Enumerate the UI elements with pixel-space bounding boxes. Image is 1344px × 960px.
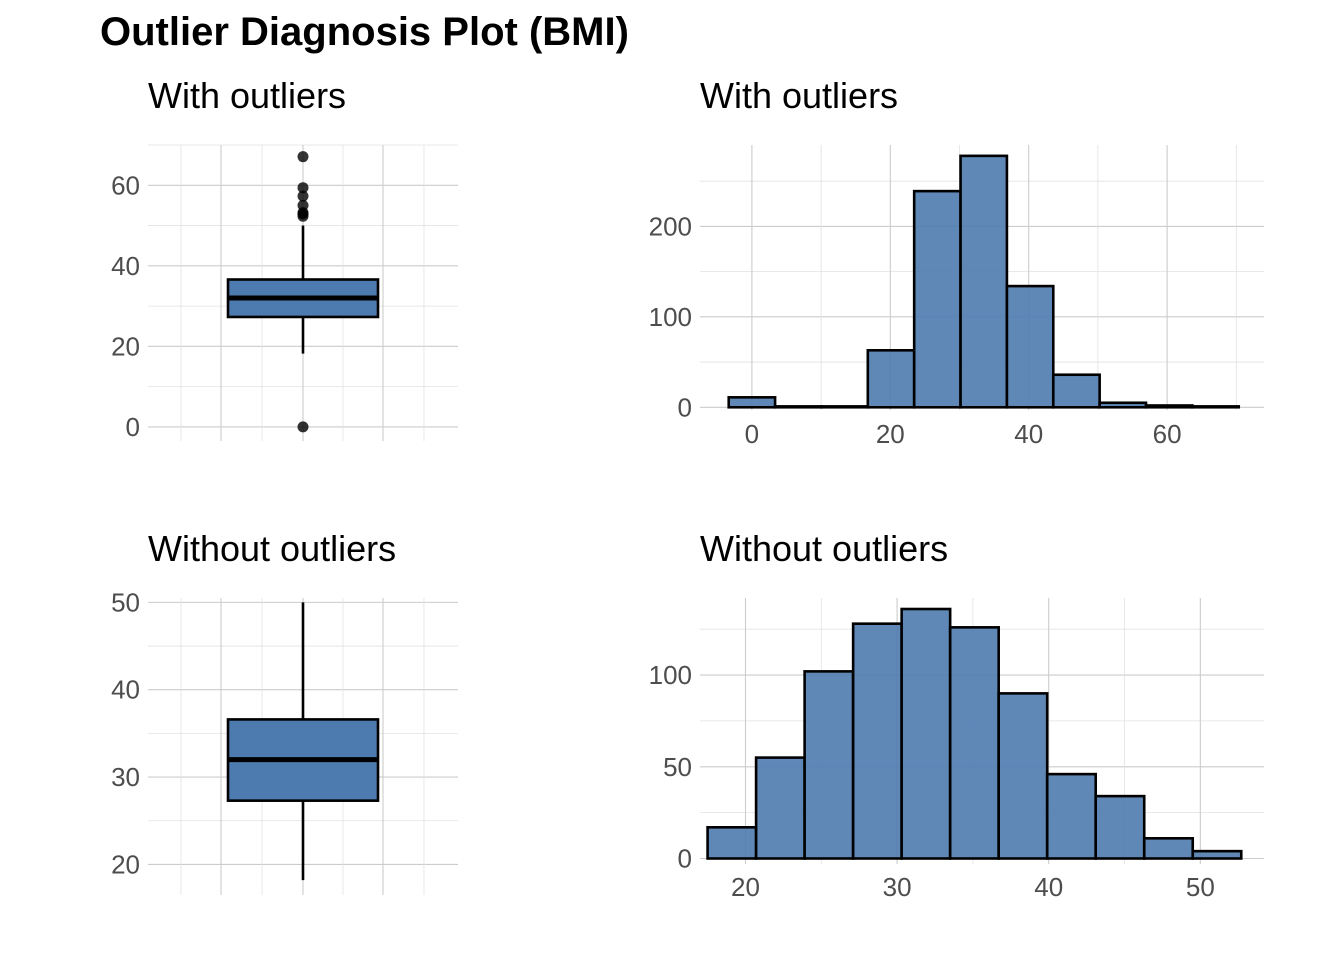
- boxplot: [226, 151, 380, 433]
- histogram-bar: [851, 622, 903, 860]
- x-tick-label: 30: [883, 872, 912, 902]
- histogram-bar: [1005, 284, 1055, 409]
- y-tick-label: 50: [111, 587, 140, 617]
- y-tick-label: 60: [111, 170, 140, 200]
- y-tick-label: 200: [649, 211, 692, 241]
- histogram-bar: [959, 154, 1009, 409]
- y-tick-label: 20: [111, 331, 140, 361]
- x-tick-label: 40: [1034, 872, 1063, 902]
- panel-1: With outliers 0 20 40 60: [111, 75, 458, 442]
- histogram-bar: [754, 756, 806, 860]
- panel-title: Without outliers: [700, 528, 948, 569]
- outlier-point: [297, 421, 309, 433]
- y-tick-label: 0: [126, 412, 140, 442]
- panel-title: With outliers: [148, 75, 346, 116]
- histogram-bar: [1098, 401, 1148, 409]
- outlier-point: [297, 182, 309, 194]
- x-tick-label: 20: [731, 872, 760, 902]
- histogram-bar: [1191, 849, 1243, 860]
- panel-title: Without outliers: [148, 528, 396, 569]
- histogram-bar: [1191, 405, 1241, 409]
- histogram-bar: [1144, 404, 1194, 409]
- y-tick-label: 40: [111, 675, 140, 705]
- histogram-bar: [727, 396, 777, 409]
- histogram-bar: [900, 607, 952, 860]
- x-tick-label: 0: [745, 419, 759, 449]
- x-tick-label: 40: [1014, 419, 1043, 449]
- y-tick-label: 40: [111, 251, 140, 281]
- histogram-bar: [948, 626, 1000, 860]
- y-tick-label: 0: [678, 843, 692, 873]
- y-tick-label: 50: [663, 752, 692, 782]
- histogram-bars: [727, 154, 1241, 409]
- histogram-bars: [706, 607, 1243, 860]
- histogram-bar: [912, 189, 962, 409]
- outlier-point: [297, 151, 309, 163]
- histogram-bar: [773, 405, 823, 409]
- histogram-bar: [1045, 772, 1098, 860]
- y-tick-label: 100: [649, 660, 692, 690]
- histogram-bar: [997, 692, 1049, 860]
- x-tick-label: 60: [1153, 419, 1182, 449]
- panel-title: With outliers: [700, 75, 898, 116]
- histogram-bar: [1094, 794, 1146, 860]
- histogram-bar: [1051, 373, 1101, 409]
- y-tick-label: 0: [678, 392, 692, 422]
- outlier-point: [297, 190, 309, 202]
- histogram-bar: [820, 405, 870, 409]
- histogram-bar: [706, 826, 758, 860]
- figure-title: Outlier Diagnosis Plot (BMI): [100, 10, 629, 54]
- y-tick-label: 30: [111, 762, 140, 792]
- x-tick-label: 50: [1186, 872, 1215, 902]
- boxplot: [226, 602, 380, 881]
- outlier-point: [297, 199, 309, 211]
- panel-2: With outliers 0 100 200 0 20 40 60: [649, 75, 1264, 449]
- histogram-bar: [1142, 837, 1195, 860]
- y-tick-label: 20: [111, 849, 140, 879]
- histogram-bar: [866, 349, 916, 409]
- panel-4: Without outliers 0 50 100 20 30 40 50: [649, 528, 1264, 902]
- panel-3: Without outliers 20 30 40 50: [111, 528, 458, 895]
- x-tick-label: 20: [876, 419, 905, 449]
- histogram-bar: [803, 670, 855, 860]
- y-tick-label: 100: [649, 302, 692, 332]
